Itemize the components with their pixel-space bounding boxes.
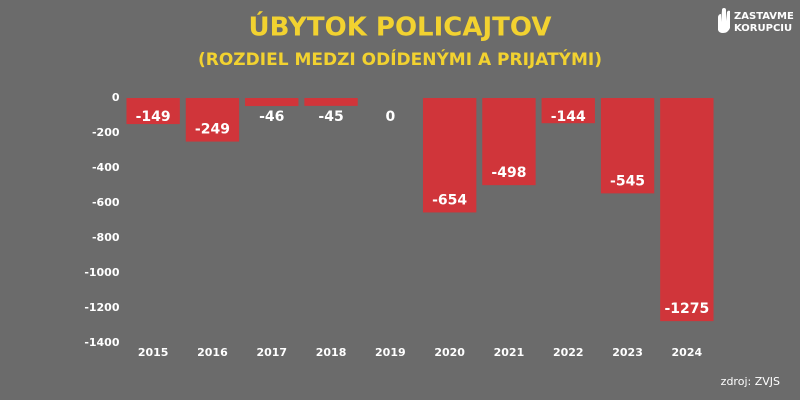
logo-text: KORUPCIU [734,23,792,34]
y-tick-label: -200 [92,126,120,139]
logo-hand [718,8,730,33]
logo: ZASTAVME KORUPCIU [718,8,794,34]
data-label: -654 [432,192,467,208]
y-tick-label: -400 [92,161,120,174]
data-label: 0 [385,109,395,125]
bar [600,98,655,194]
chart-subtitle: (ROZDIEL MEDZI ODÍDENÝMI A PRIJATÝMI) [198,48,602,70]
bar [245,98,299,107]
x-tick-label: 2024 [672,346,703,359]
data-label: -545 [610,173,645,189]
x-tick-label: 2018 [316,346,347,359]
x-tick-label: 2017 [256,346,287,359]
y-tick-label: -1000 [84,266,120,279]
y-tick-label: -1200 [84,301,120,314]
data-label: -144 [551,109,586,125]
y-tick-label: 0 [112,91,120,104]
x-tick-label: 2022 [553,346,584,359]
data-label: -498 [491,165,526,181]
y-tick-label: -600 [92,196,120,209]
chart-title: ÚBYTOK POLICAJTOV [249,11,552,43]
x-tick-label: 2015 [138,346,169,359]
y-tick-label: -800 [92,231,120,244]
data-label: -45 [318,109,343,125]
logo-text: ZASTAVME [734,11,794,22]
bar [422,98,477,213]
source: zdroj: ZVJS [721,375,780,388]
bar [185,98,240,142]
bar [126,98,180,125]
x-tick-label: 2020 [434,346,465,359]
x-tick-label: 2019 [375,346,406,359]
data-label: -249 [195,122,230,138]
bar [541,98,595,124]
data-label: -1275 [664,301,709,317]
data-label: -149 [136,109,171,125]
bar [482,98,536,186]
y-tick-label: -1400 [84,336,120,349]
bar [660,98,714,322]
x-tick-label: 2021 [494,346,525,359]
data-label: -46 [259,109,284,125]
x-tick-label: 2016 [197,346,228,359]
bar [304,98,358,106]
x-tick-label: 2023 [612,346,643,359]
